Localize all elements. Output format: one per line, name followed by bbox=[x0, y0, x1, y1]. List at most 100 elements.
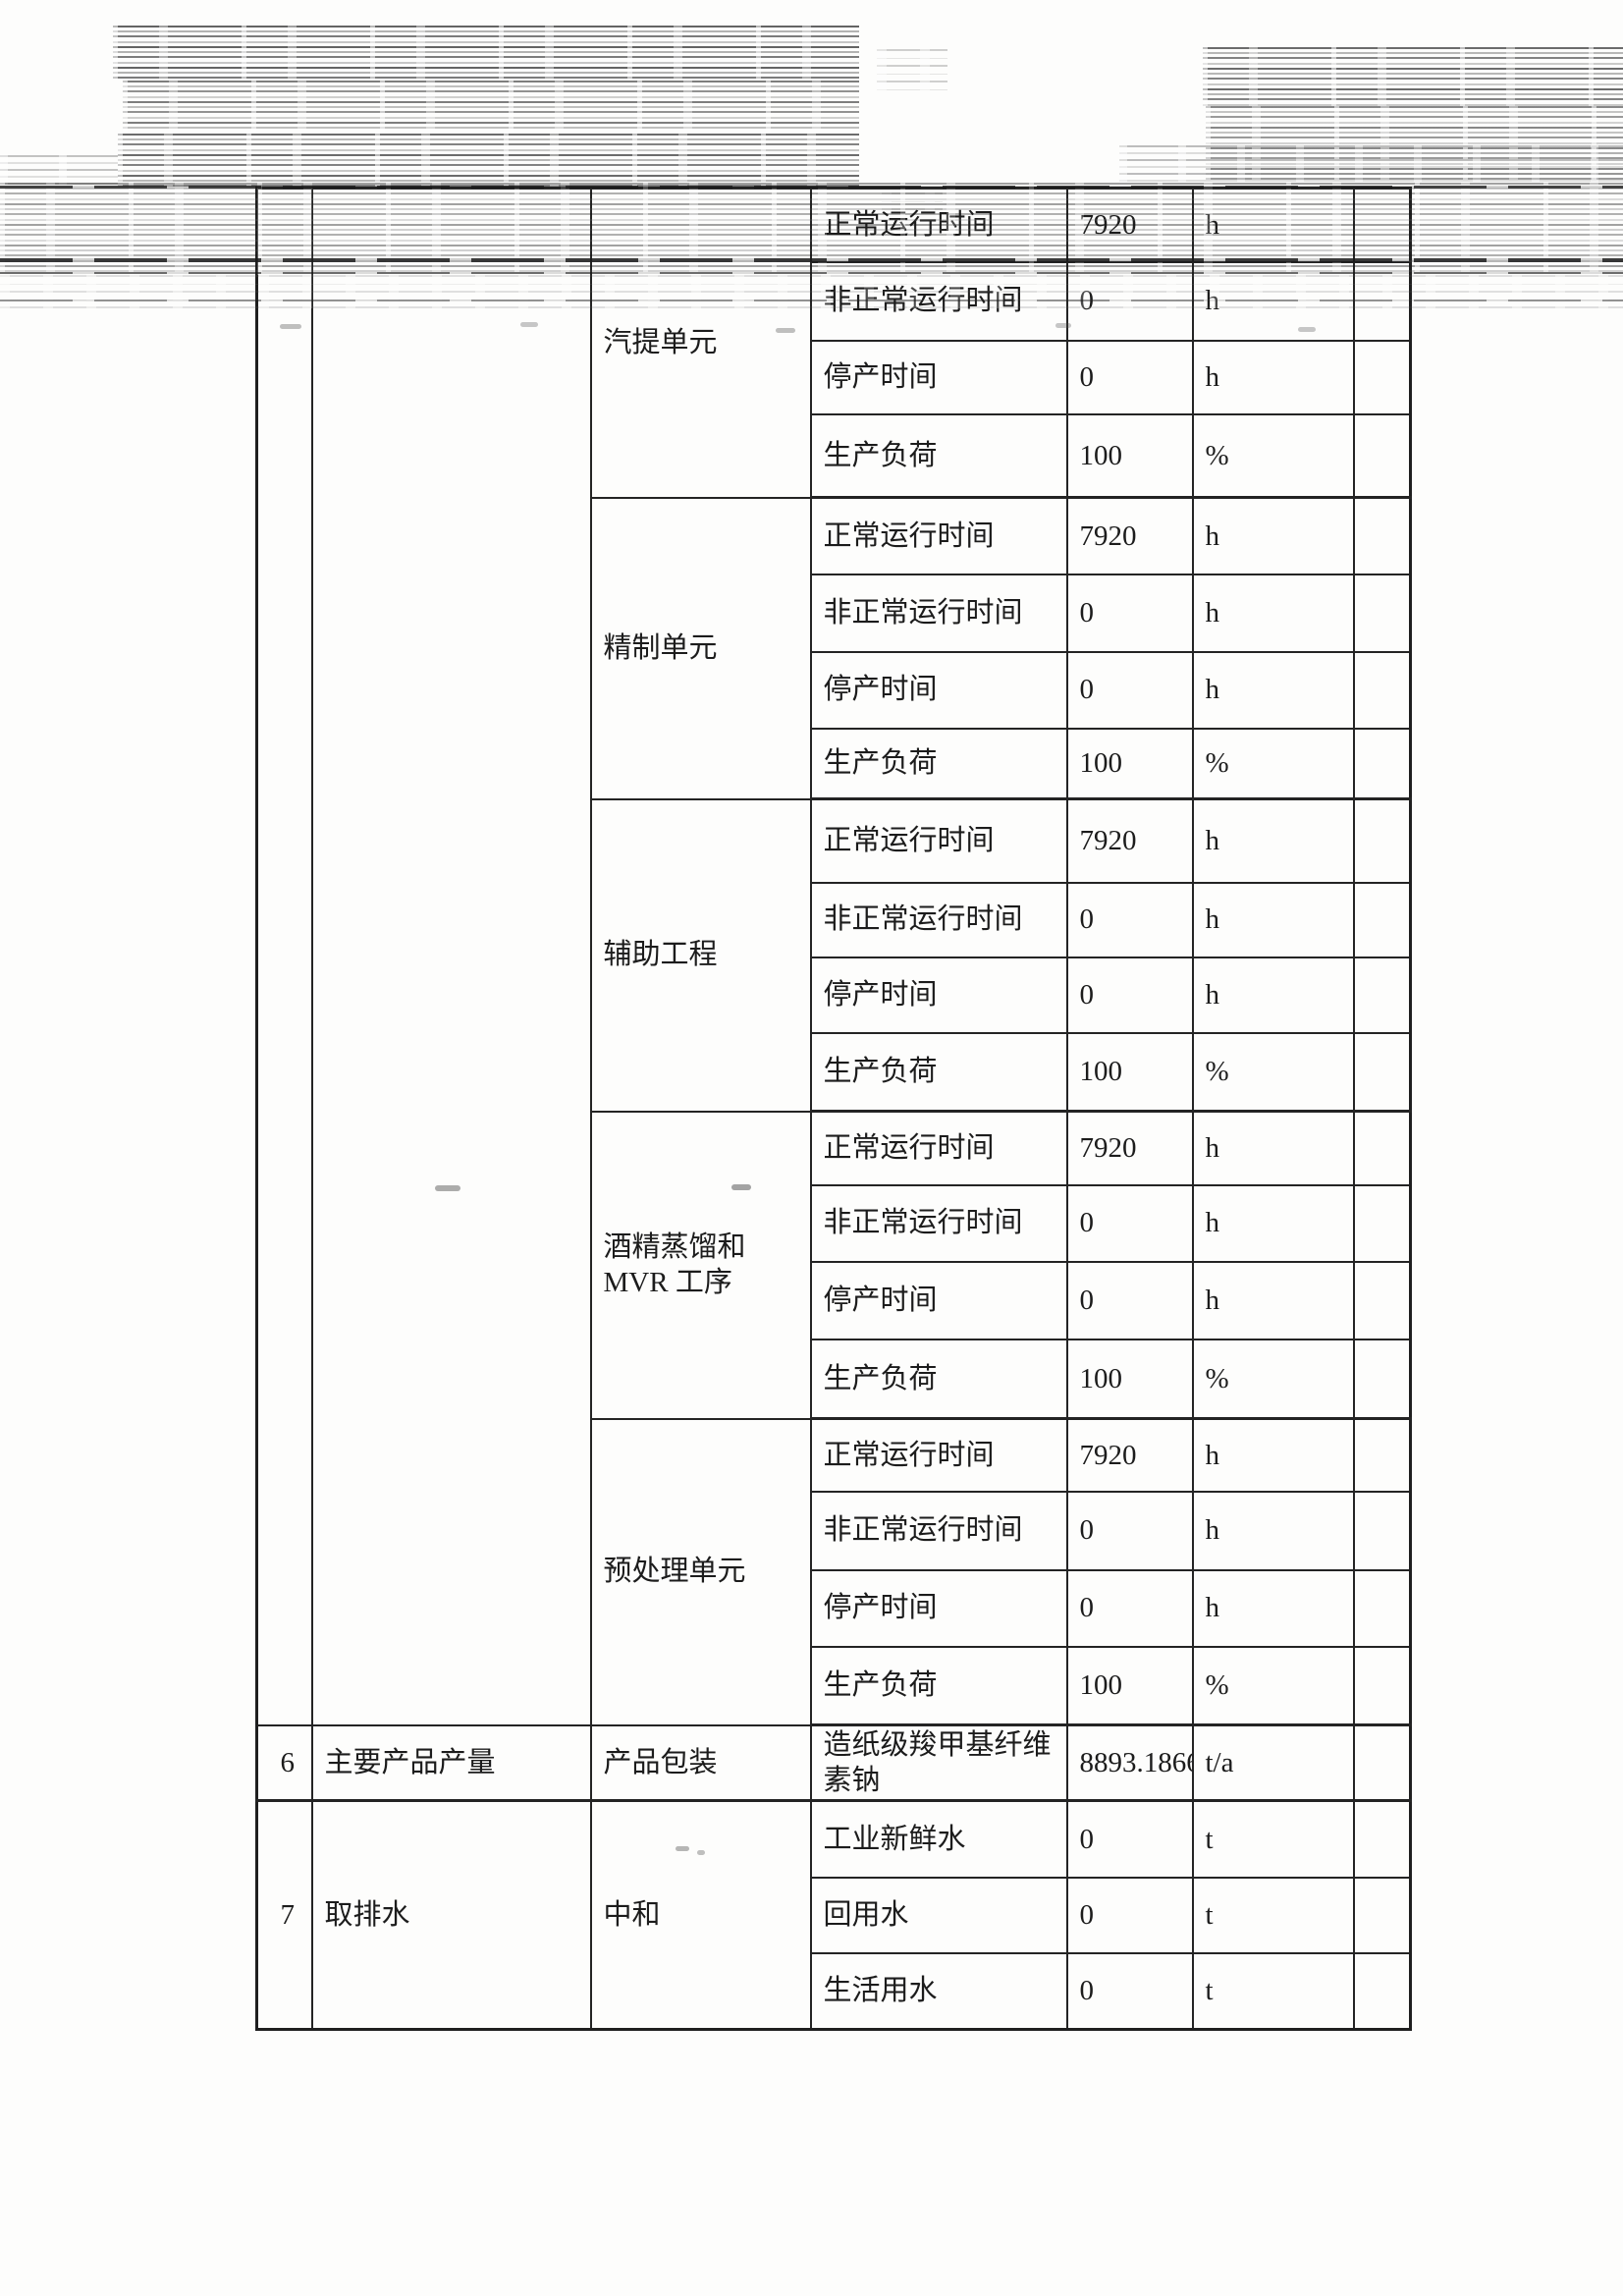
spare-cell bbox=[1352, 1183, 1412, 1263]
unit-symbol-cell: % bbox=[1191, 1645, 1355, 1726]
metric-cell: 非正常运行时间 bbox=[809, 260, 1068, 342]
spare-cell bbox=[1352, 412, 1412, 499]
spare-cell bbox=[1352, 1338, 1412, 1420]
unit-symbol-cell: % bbox=[1191, 1031, 1355, 1113]
metric-cell: 正常运行时间 bbox=[809, 1417, 1068, 1493]
value-cell: 7920 bbox=[1065, 1110, 1194, 1186]
value-cell: 0 bbox=[1065, 1876, 1194, 1954]
value-cell: 100 bbox=[1065, 727, 1194, 800]
value-cell: 100 bbox=[1065, 1645, 1194, 1726]
spare-cell bbox=[1352, 573, 1412, 653]
row-number-cell bbox=[255, 187, 313, 1726]
value-cell: 0 bbox=[1065, 573, 1194, 653]
process-unit-cell: 辅助工程 bbox=[589, 797, 812, 1113]
unit-symbol-cell: h bbox=[1191, 1110, 1355, 1186]
metric-cell: 正常运行时间 bbox=[809, 496, 1068, 575]
metric-cell: 造纸级羧甲基纤维素钠 bbox=[809, 1723, 1068, 1802]
spare-cell bbox=[1352, 1031, 1412, 1113]
process-unit-cell: 产品包装 bbox=[589, 1723, 812, 1802]
metric-cell: 非正常运行时间 bbox=[809, 1490, 1068, 1571]
metric-cell: 非正常运行时间 bbox=[809, 1183, 1068, 1263]
unit-symbol-cell: h bbox=[1191, 956, 1355, 1034]
value-cell: 0 bbox=[1065, 956, 1194, 1034]
process-unit-cell: 精制单元 bbox=[589, 496, 812, 800]
spare-cell bbox=[1352, 1417, 1412, 1493]
scan-noise-band bbox=[123, 81, 859, 132]
unit-symbol-cell: h bbox=[1191, 187, 1355, 263]
category-cell bbox=[310, 187, 592, 1726]
spare-cell bbox=[1352, 1568, 1412, 1648]
process-unit-cell: 中和 bbox=[589, 1799, 812, 2031]
metric-cell: 停产时间 bbox=[809, 1260, 1068, 1340]
unit-symbol-cell: h bbox=[1191, 260, 1355, 342]
unit-symbol-cell: h bbox=[1191, 1490, 1355, 1571]
unit-symbol-cell: t bbox=[1191, 1951, 1355, 2031]
value-cell: 0 bbox=[1065, 650, 1194, 730]
process-unit-cell: 酒精蒸馏和 MVR 工序 bbox=[589, 1110, 812, 1420]
value-cell: 0 bbox=[1065, 881, 1194, 958]
unit-symbol-cell: h bbox=[1191, 1568, 1355, 1648]
metric-cell: 停产时间 bbox=[809, 1568, 1068, 1648]
spare-cell bbox=[1352, 650, 1412, 730]
metric-cell: 工业新鲜水 bbox=[809, 1799, 1068, 1879]
scan-noise-band bbox=[1206, 106, 1623, 180]
spare-cell bbox=[1352, 1260, 1412, 1340]
unit-symbol-cell: h bbox=[1191, 339, 1355, 415]
scan-noise-band bbox=[113, 26, 859, 79]
value-cell: 100 bbox=[1065, 412, 1194, 499]
metric-cell: 生活用水 bbox=[809, 1951, 1068, 2031]
metric-cell: 正常运行时间 bbox=[809, 187, 1068, 263]
unit-symbol-cell: h bbox=[1191, 650, 1355, 730]
value-cell: 0 bbox=[1065, 1260, 1194, 1340]
scan-noise-blob bbox=[877, 49, 947, 90]
value-cell: 0 bbox=[1065, 260, 1194, 342]
spare-cell bbox=[1352, 727, 1412, 800]
value-cell: 0 bbox=[1065, 1183, 1194, 1263]
value-cell: 7920 bbox=[1065, 496, 1194, 575]
metric-cell: 非正常运行时间 bbox=[809, 881, 1068, 958]
spare-cell bbox=[1352, 1490, 1412, 1571]
metric-cell: 正常运行时间 bbox=[809, 1110, 1068, 1186]
metric-cell: 生产负荷 bbox=[809, 1031, 1068, 1113]
process-unit-cell: 汽提单元 bbox=[589, 187, 812, 499]
metric-cell: 正常运行时间 bbox=[809, 797, 1068, 884]
scan-noise-band bbox=[1203, 47, 1623, 106]
spare-cell bbox=[1352, 339, 1412, 415]
spare-cell bbox=[1352, 1110, 1412, 1186]
category-cell: 取排水 bbox=[310, 1799, 592, 2031]
metric-cell: 生产负荷 bbox=[809, 412, 1068, 499]
spare-cell bbox=[1352, 496, 1412, 575]
scan-noise-band bbox=[118, 134, 859, 187]
value-cell: 7920 bbox=[1065, 1417, 1194, 1493]
spare-cell bbox=[1352, 187, 1412, 263]
unit-symbol-cell: h bbox=[1191, 1260, 1355, 1340]
scan-noise-band bbox=[0, 155, 118, 189]
production-data-table: 汽提单元 正常运行时间 7920 h 非正常运行时间 0 h 停产时间 0 h … bbox=[255, 187, 1412, 2031]
value-cell: 0 bbox=[1065, 1568, 1194, 1648]
unit-symbol-cell: h bbox=[1191, 1183, 1355, 1263]
spare-cell bbox=[1352, 797, 1412, 884]
value-cell: 0 bbox=[1065, 1490, 1194, 1571]
spare-cell bbox=[1352, 956, 1412, 1034]
row-number-cell: 6 bbox=[255, 1723, 313, 1802]
value-cell: 8893.1866 bbox=[1065, 1723, 1194, 1802]
metric-cell: 停产时间 bbox=[809, 956, 1068, 1034]
spare-cell bbox=[1352, 1723, 1412, 1802]
category-cell: 主要产品产量 bbox=[310, 1723, 592, 1802]
value-cell: 7920 bbox=[1065, 187, 1194, 263]
unit-symbol-cell: % bbox=[1191, 727, 1355, 800]
spare-cell bbox=[1352, 260, 1412, 342]
value-cell: 0 bbox=[1065, 1951, 1194, 2031]
unit-symbol-cell: h bbox=[1191, 881, 1355, 958]
metric-cell: 回用水 bbox=[809, 1876, 1068, 1954]
value-cell: 0 bbox=[1065, 339, 1194, 415]
spare-cell bbox=[1352, 1876, 1412, 1954]
process-unit-cell: 预处理单元 bbox=[589, 1417, 812, 1726]
unit-symbol-cell: t bbox=[1191, 1799, 1355, 1879]
unit-symbol-cell: % bbox=[1191, 1338, 1355, 1420]
unit-symbol-cell: t/a bbox=[1191, 1723, 1355, 1802]
metric-cell: 生产负荷 bbox=[809, 727, 1068, 800]
value-cell: 0 bbox=[1065, 1799, 1194, 1879]
scan-noise-band bbox=[1119, 145, 1623, 187]
